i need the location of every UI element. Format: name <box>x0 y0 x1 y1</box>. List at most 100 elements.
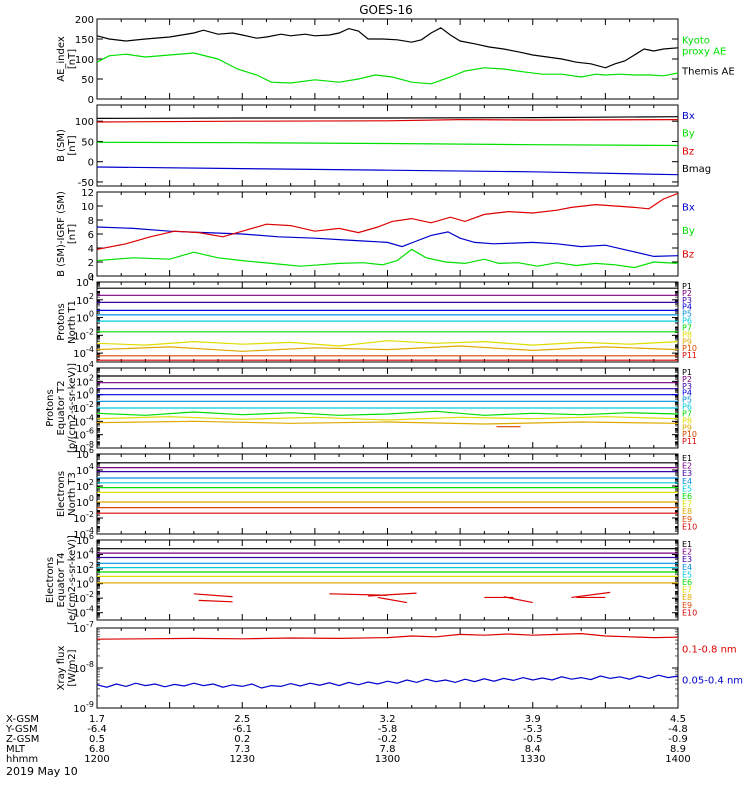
panel-frame <box>96 453 679 535</box>
legend-entry: Bz <box>682 249 694 260</box>
footer-value: 1200 <box>84 754 109 765</box>
legend-entry: E4 <box>682 563 692 572</box>
y-axis-label: B (SM) <box>56 129 67 162</box>
panel-bsm_igrf: 0 2 4 6 8 10 12 B (SM)-IGRF (SM) [nT] Bx By Bz <box>56 188 695 283</box>
y-axis-label: [p/(cm2-s-sr-keV)] <box>67 363 78 453</box>
footer-row-label: Z-GSM <box>6 734 39 745</box>
y-tick-label: 100 <box>76 494 94 509</box>
footer-row-label: hhmm <box>6 754 38 765</box>
legend-entry: Bz <box>682 146 694 157</box>
y-tick-label: 10-8 <box>73 660 94 675</box>
series-segment-e10 <box>198 599 233 603</box>
footer-value: -5.3 <box>523 724 543 735</box>
panel-frame <box>96 539 679 621</box>
legend-entry: E10 <box>682 608 697 617</box>
footer-value: 1300 <box>375 754 400 765</box>
y-tick-label: -50 <box>78 178 94 189</box>
legend-entry: P5 <box>682 396 692 405</box>
y-tick-label: 0 <box>88 158 94 169</box>
legend-entry: E9 <box>682 601 692 610</box>
series-line-bx <box>97 226 678 258</box>
legend-entry: E5 <box>682 570 692 579</box>
footer-value: 4.5 <box>670 714 686 725</box>
legend-entry: P2 <box>682 289 692 298</box>
legend-entry: 0.05-0.4 nm <box>682 675 743 686</box>
y-tick-label: 104 <box>76 274 94 289</box>
y-tick-label: 12 <box>81 188 94 199</box>
y-tick-label: 100 <box>75 117 94 128</box>
y-tick-label: 100 <box>76 310 94 325</box>
y-tick-label: 10-2 <box>73 327 94 342</box>
legend-entry: By <box>682 129 695 140</box>
y-tick-label: 106 <box>76 532 94 547</box>
legend-entry: E4 <box>682 477 692 486</box>
y-tick-label: 106 <box>76 446 94 461</box>
legend-entry: Bmag <box>682 164 711 175</box>
legend-entry: P1 <box>682 368 692 377</box>
y-tick-label: 10-2 <box>73 510 94 525</box>
footer-value: 0.2 <box>234 734 250 745</box>
footer-value: 0.5 <box>89 734 105 745</box>
footer-value: -0.5 <box>523 734 543 745</box>
y-tick-label: 10-6 <box>73 427 94 442</box>
legend-entry: E3 <box>682 555 692 564</box>
y-tick-label: 102 <box>76 561 94 576</box>
y-tick-label: 10-7 <box>73 620 94 635</box>
footer-value: 3.9 <box>525 714 541 725</box>
legend-entry: P10 <box>682 430 697 439</box>
footer-value: -0.9 <box>668 734 688 745</box>
y-tick-label: 102 <box>76 373 94 388</box>
legend-entry: P9 <box>682 423 692 432</box>
y-tick-label: 102 <box>76 478 94 493</box>
legend-entry: E2 <box>682 462 692 471</box>
legend-entry: E9 <box>682 515 692 524</box>
y-tick-label: 104 <box>76 547 94 562</box>
y-tick-label: 200 <box>75 15 94 26</box>
series-group <box>97 116 678 176</box>
y-axis-label: Xray flux <box>56 646 67 691</box>
y-tick-label: 10-9 <box>73 700 94 715</box>
series-line-themis-ae <box>97 27 678 69</box>
footer-value: -4.8 <box>668 724 688 735</box>
legend-entry: E3 <box>682 469 692 478</box>
footer-row-label: X-GSM <box>6 714 39 725</box>
y-tick-label: 100 <box>75 55 94 66</box>
legend-entry: P6 <box>682 403 692 412</box>
y-axis-label: Electrons <box>56 471 67 517</box>
footer-value: -6.4 <box>87 724 107 735</box>
panel-bsm: -50 0 50 100 B (SM) [nT] Bx By Bz Bmag <box>56 104 711 189</box>
y-tick-label: 104 <box>76 462 94 477</box>
series-segment-e10 <box>571 591 611 599</box>
legend-entry: Bx <box>682 111 695 122</box>
series-line-by <box>97 248 678 269</box>
y-axis-label: [nT] <box>67 49 78 69</box>
y-axis-label: North T1 <box>67 300 78 344</box>
footer-value: 2.5 <box>234 714 250 725</box>
y-axis-label: North T3 <box>67 472 78 516</box>
legend-entry: Kyoto proxy AE <box>682 36 726 58</box>
y-tick-label: 10-4 <box>73 605 94 620</box>
series-line-bmag <box>97 116 678 119</box>
y-axis-label: Equator T4 <box>56 553 67 608</box>
y-tick-label: 10-8 <box>73 440 94 455</box>
y-axis-label: [nT] <box>67 135 78 155</box>
legend-entry: E8 <box>682 593 692 602</box>
y-axis-label: [nT] <box>67 224 78 244</box>
footer-value: 7.8 <box>380 744 396 755</box>
footer-row-label: Y-GSM <box>5 724 38 735</box>
legend-entry: E7 <box>682 500 692 509</box>
y-tick-label: 100 <box>76 387 94 402</box>
legend-entry: P7 <box>682 323 692 332</box>
legend-entry: E8 <box>682 507 692 516</box>
y-tick-label: 102 <box>76 292 94 307</box>
legend-entry: P8 <box>682 330 692 339</box>
legend-entry: By <box>682 226 695 237</box>
legend-entry: E6 <box>682 578 692 587</box>
legend-entry: E5 <box>682 484 692 493</box>
series-group <box>97 462 678 514</box>
legend-entry: 0.1-0.8 nm <box>682 645 737 656</box>
